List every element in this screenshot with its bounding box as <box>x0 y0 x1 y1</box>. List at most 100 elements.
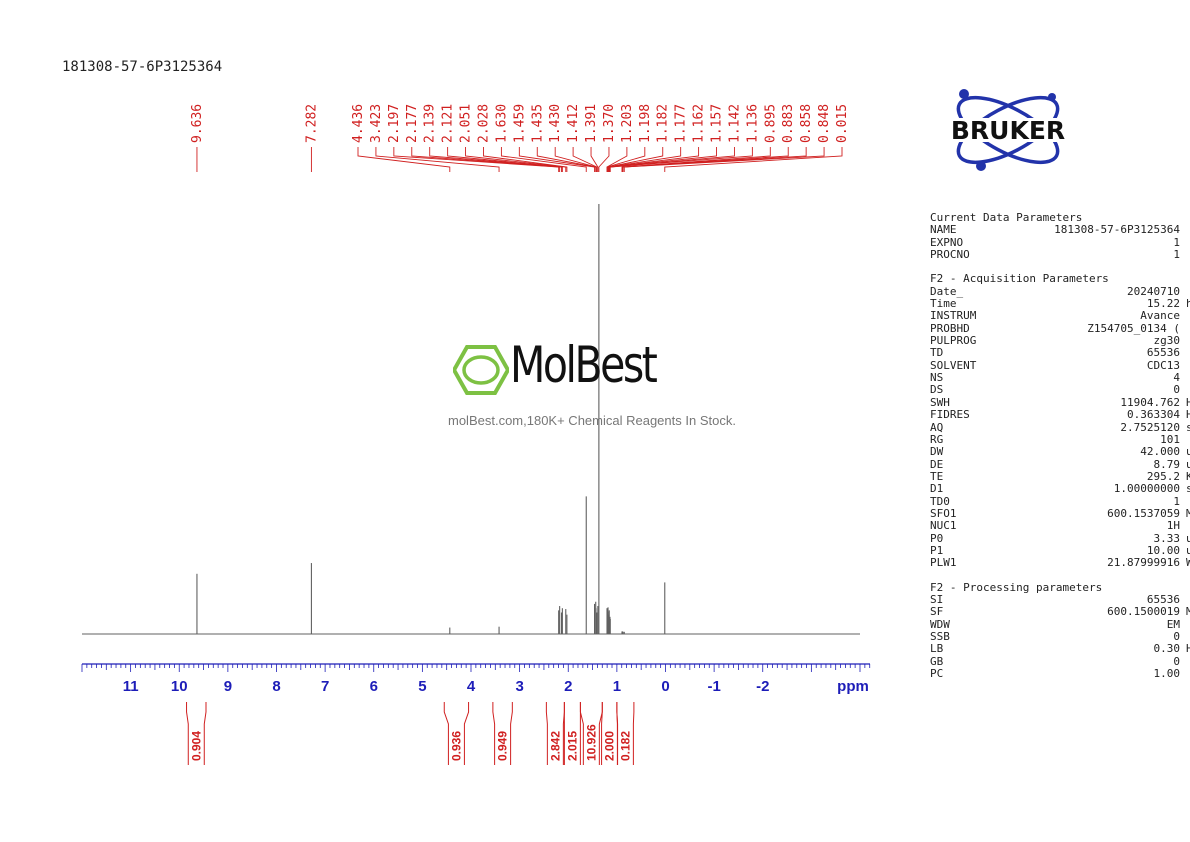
param-row: Time 15.22 h <box>930 297 1190 311</box>
param-value: 65536 <box>1146 346 1180 360</box>
peak-connector <box>411 147 561 172</box>
param-row: TD 65536 <box>930 346 1190 360</box>
svg-text:BRUKER: BRUKER <box>951 116 1065 145</box>
param-value: 4 <box>1173 371 1180 385</box>
integral-bracket <box>616 702 635 765</box>
param-unit: usec <box>1186 531 1190 545</box>
param-name: RG <box>930 432 944 446</box>
param-name: SFO1 <box>930 506 957 520</box>
param-name: DE <box>930 457 944 471</box>
peak-connector <box>621 147 771 172</box>
param-value: 15.22 <box>1146 297 1180 311</box>
peak-label: 1.203 <box>620 104 635 143</box>
param-unit: usec <box>1186 543 1190 557</box>
param-value: 3.33 <box>1153 531 1181 545</box>
peak-connector <box>609 147 753 172</box>
param-row: GB 0 <box>930 654 1190 668</box>
x-tick-label: 4 <box>467 678 476 695</box>
param-row: SSB 0 <box>930 630 1190 643</box>
param-value: 1.00 <box>1153 667 1181 681</box>
param-row: TD0 1 <box>930 494 1190 508</box>
param-row: WDW EM <box>930 617 1190 631</box>
param-name: PROBHD <box>930 321 970 335</box>
param-name: TE <box>930 469 944 483</box>
param-section-title: F2 - Acquisition Parameters <box>930 272 1109 286</box>
param-unit: Hz <box>1186 408 1190 422</box>
peak-label: 3.423 <box>369 104 384 143</box>
param-value: 0.363304 <box>1127 408 1180 422</box>
x-tick-label: 3 <box>515 678 523 695</box>
x-tick-label: -2 <box>756 678 769 695</box>
param-row: LB 0.30 Hz <box>930 642 1190 655</box>
peak-label: 1.435 <box>530 104 545 143</box>
param-value: 21.87999916 <box>1107 556 1180 570</box>
param-name: AQ <box>930 420 944 434</box>
peak-connector <box>429 147 562 172</box>
param-value: 20240710 <box>1127 284 1180 298</box>
param-value: 0 <box>1173 654 1180 668</box>
peak-label: 1.182 <box>656 104 671 143</box>
peak-connector <box>623 147 807 172</box>
peak-label: 0.848 <box>817 104 832 143</box>
param-unit: MHz <box>1186 605 1190 619</box>
param-row: PROCNO 1 <box>930 248 1190 262</box>
param-name: WDW <box>930 617 950 631</box>
param-name: PROCNO <box>930 248 970 262</box>
peak-connector <box>572 147 598 172</box>
param-section-title: F2 - Processing parameters <box>930 580 1103 594</box>
acquisition-parameters-panel: Current Data Parameters NAME 181308-57-6P3… <box>930 211 1190 692</box>
integral-label: 10.926 <box>584 724 598 761</box>
param-section-title: Current Data Parameters <box>930 211 1083 224</box>
param-name: TD0 <box>930 494 950 508</box>
param-name: SWH <box>930 395 950 409</box>
benzene-ring-icon <box>453 345 509 395</box>
peak-label: 1.162 <box>692 104 707 143</box>
param-value: 42.000 <box>1140 445 1180 459</box>
peak-label: 0.883 <box>781 104 796 143</box>
param-row: NAME 181308-57-6P3125364 <box>930 223 1190 236</box>
param-unit <box>1180 656 1190 668</box>
integral-label: 2.000 <box>603 731 617 761</box>
param-row: EXPNO 1 <box>930 235 1190 249</box>
peak-connector <box>375 147 500 172</box>
x-tick-label: 1 <box>613 678 621 695</box>
param-row: INSTRUM Avance <box>930 309 1190 323</box>
param-value: 11904.762 <box>1120 395 1180 409</box>
peak-connector <box>606 147 646 172</box>
param-value: 1 <box>1173 235 1180 249</box>
param-row: SI 65536 <box>930 593 1190 606</box>
param-row: P1 10.00 usec <box>930 543 1190 557</box>
peak-connector <box>393 147 560 172</box>
param-value: 10.00 <box>1146 543 1180 557</box>
param-name: SF <box>930 605 944 619</box>
param-value: Avance <box>1140 309 1180 323</box>
param-row: Date_ 20240710 <box>930 284 1190 298</box>
x-tick-label: 5 <box>418 678 426 695</box>
param-unit <box>1180 360 1190 372</box>
peak-label: 2.051 <box>459 104 474 143</box>
integrals-group: 0.904 0.936 0.949 2.842 2.015 10.926 2.000 0.18… <box>186 702 635 765</box>
param-row: TE 295.2 K <box>930 469 1190 483</box>
param-unit: MHz <box>1186 506 1190 520</box>
param-unit: sec <box>1186 482 1190 496</box>
x-tick-label: 7 <box>321 678 329 695</box>
param-unit <box>1180 335 1190 347</box>
param-row: DS 0 <box>930 384 1190 397</box>
peak-connector <box>554 147 597 172</box>
peak-connector <box>357 147 451 172</box>
x-tick-label: 9 <box>224 678 232 695</box>
peak-connector <box>608 147 717 172</box>
param-row: PC 1.00 <box>930 667 1190 681</box>
param-unit <box>1180 619 1190 631</box>
peak-connector <box>607 147 664 172</box>
integral-label: 0.182 <box>618 731 632 761</box>
param-unit: Hz <box>1186 395 1190 409</box>
bruker-logo: BRUKER <box>924 89 1092 171</box>
param-name: PLW1 <box>930 556 957 570</box>
param-value: 8.79 <box>1153 457 1181 471</box>
param-value: CDC13 <box>1146 358 1180 372</box>
peak-label: 1.370 <box>602 104 617 143</box>
watermark-tagline: molBest.com,180K+ Chemical Reagents In S… <box>448 413 736 428</box>
integral-label: 2.015 <box>565 731 579 761</box>
